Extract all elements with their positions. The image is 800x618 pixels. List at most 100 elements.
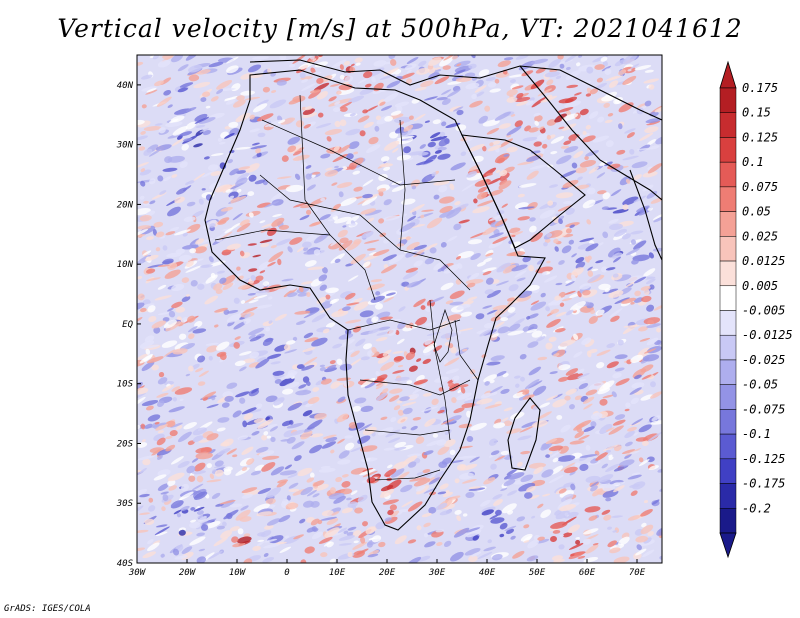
field-blob [383, 199, 392, 206]
field-blob [498, 180, 512, 190]
field-blob [420, 305, 426, 310]
field-blob [573, 150, 584, 159]
field-blob [197, 355, 206, 363]
field-blob [170, 500, 184, 509]
field-blob [172, 548, 180, 556]
field-blob [489, 385, 503, 394]
field-blob [292, 95, 306, 103]
field-blob [523, 540, 530, 543]
field-blob [537, 126, 545, 131]
field-blob [424, 418, 436, 427]
field-blob [570, 553, 575, 557]
field-blob [312, 528, 319, 532]
field-blob [334, 216, 352, 224]
field-blob [272, 370, 285, 376]
field-blob [138, 146, 146, 151]
field-blob [137, 234, 146, 238]
field-blob [481, 167, 497, 178]
field-blob [307, 396, 320, 404]
field-blob [362, 109, 368, 114]
field-blob [607, 163, 621, 170]
field-blob [163, 89, 172, 96]
field-blob [216, 525, 225, 530]
field-blob [453, 223, 462, 231]
field-blob [603, 102, 611, 108]
field-blob [399, 396, 410, 402]
field-blob [503, 154, 510, 157]
field-blob [214, 307, 228, 313]
field-blob [332, 343, 343, 349]
field-blob [516, 92, 524, 99]
field-blob [262, 281, 270, 287]
field-blob [137, 276, 143, 280]
field-blob [185, 55, 200, 61]
field-blob [468, 272, 480, 280]
field-blob [140, 130, 146, 135]
field-blob [368, 251, 377, 256]
field-blob [482, 119, 500, 127]
field-blob [537, 411, 552, 420]
colorbar-swatch [719, 137, 737, 163]
field-blob [295, 320, 306, 325]
field-blob [596, 172, 606, 179]
field-blob [518, 290, 533, 299]
field-blob [447, 88, 461, 98]
field-blob [306, 489, 317, 497]
field-blob [546, 79, 554, 86]
field-blob [552, 399, 567, 408]
field-blob [570, 274, 577, 281]
field-blob [205, 521, 221, 529]
field-blob [543, 275, 558, 283]
field-blob [453, 407, 465, 414]
field-blob [457, 251, 475, 259]
field-blob [481, 509, 494, 516]
field-blob [338, 450, 350, 459]
field-blob [405, 236, 411, 241]
field-blob [265, 326, 271, 332]
field-blob [522, 394, 535, 400]
field-blob [492, 494, 503, 500]
field-blob [204, 295, 218, 305]
field-blob [179, 254, 192, 262]
field-blob [217, 220, 227, 225]
field-blob [524, 379, 540, 390]
field-blob [570, 483, 576, 491]
field-blob [378, 541, 386, 548]
colorbar-label: -0.0125 [742, 328, 793, 342]
field-blob [367, 283, 385, 290]
field-blob [379, 163, 393, 168]
field-blob [197, 381, 206, 386]
field-blob [528, 366, 541, 376]
field-blob [583, 403, 593, 410]
colorbar-label: -0.175 [742, 477, 785, 491]
field-blob [511, 85, 524, 90]
field-blob [630, 63, 640, 70]
field-blob [254, 304, 273, 309]
field-blob [421, 209, 434, 212]
grads-credit: GrADS: IGES/COLA [4, 604, 91, 614]
field-blob [139, 493, 150, 498]
field-blob [197, 514, 204, 519]
field-blob [454, 65, 473, 73]
field-blob [608, 80, 619, 88]
field-blob [483, 477, 496, 485]
field-blob [160, 553, 165, 558]
field-blob [167, 155, 185, 163]
field-blob [631, 418, 644, 426]
field-blob [181, 277, 190, 283]
field-blob [491, 333, 499, 338]
field-blob [462, 513, 468, 517]
field-blob [165, 231, 176, 236]
field-blob [506, 96, 518, 103]
colorbar-swatch [719, 359, 737, 385]
field-blob [588, 515, 598, 521]
field-blob [500, 450, 509, 456]
field-blob [382, 254, 397, 262]
field-blob [248, 327, 265, 336]
field-blob [529, 217, 536, 222]
field-blob [197, 283, 205, 290]
field-blob [346, 302, 360, 306]
field-blob [590, 480, 600, 488]
field-blob [377, 187, 387, 193]
field-blob [207, 164, 219, 171]
